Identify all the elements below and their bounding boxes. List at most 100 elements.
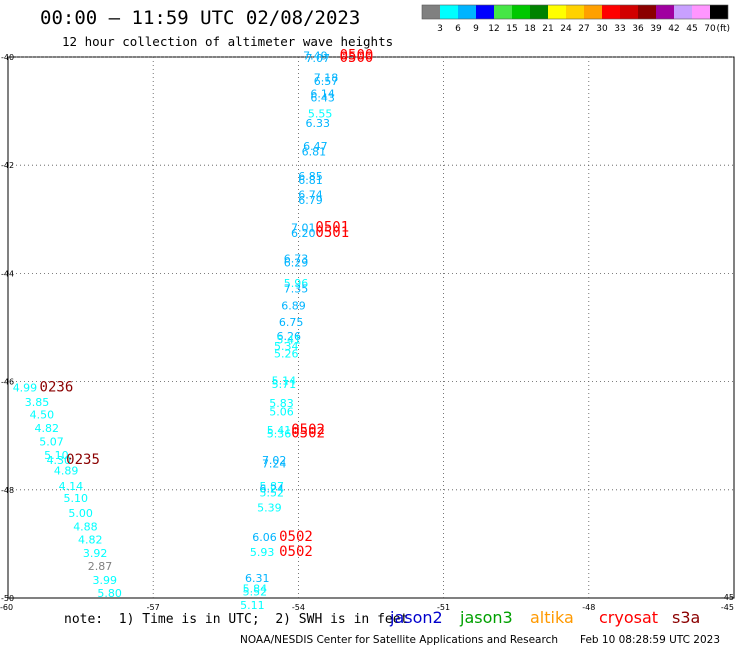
- wave-height-value: 5.52: [260, 486, 285, 499]
- colorbar-swatch: [440, 5, 458, 19]
- wave-height-value: 5.39: [257, 501, 282, 514]
- legend-jason2: jason2: [390, 608, 443, 627]
- colorbar-label: 30: [596, 24, 608, 34]
- pass-time-label: 0236: [40, 379, 74, 395]
- colorbar-unit: (ft): [716, 24, 730, 34]
- wave-height-value: 3.92: [83, 547, 108, 560]
- colorbar-swatch: [458, 5, 476, 19]
- legend-jason3: jason3: [460, 608, 513, 627]
- wave-height-value: 5.96: [284, 277, 309, 290]
- wave-height-value: 3.99: [93, 574, 118, 587]
- wave-height-value: 4.30: [47, 454, 72, 467]
- colorbar-swatch: [620, 5, 638, 19]
- wave-height-value: 5.36: [267, 427, 292, 440]
- wave-height-value: 4.89: [54, 465, 79, 478]
- colorbar-label: 24: [560, 24, 572, 34]
- colorbar-swatch: [512, 5, 530, 19]
- colorbar-label: 33: [614, 24, 625, 34]
- wave-height-value: 6.85: [298, 170, 323, 183]
- colorbar-label: 9: [473, 24, 479, 34]
- wave-height-value: 4.82: [78, 533, 103, 546]
- wave-height-value: 5.10: [64, 492, 89, 505]
- y-tick-label: -42: [1, 161, 14, 170]
- wave-height-value: 6.81: [298, 174, 323, 187]
- wave-height-value: 7.02: [262, 454, 287, 467]
- legend-s3a: s3a: [672, 608, 701, 627]
- x-tick-label: -48: [582, 603, 595, 612]
- wave-height-value: 6.29: [284, 256, 309, 269]
- colorbar-swatch: [476, 5, 494, 19]
- colorbar-label: 12: [488, 24, 499, 34]
- x-tick-label: -51: [437, 603, 450, 612]
- colorbar-swatch: [548, 5, 566, 19]
- colorbar-label: 21: [542, 24, 553, 34]
- y-tick-label: -44: [1, 269, 14, 278]
- wave-height-value: 5.26: [274, 347, 299, 360]
- wave-height-value: 4.88: [73, 520, 98, 533]
- note-text: note: 1) Time is in UTC; 2) SWH is in fe…: [64, 612, 409, 627]
- legend-cryosat: cryosat: [599, 608, 659, 627]
- wave-height-value: 5.55: [308, 108, 333, 121]
- wave-height-value: 4.82: [34, 422, 59, 435]
- wave-height-value: 6.43: [310, 91, 335, 104]
- wave-height-value: 5.83: [269, 397, 294, 410]
- wave-height-value: 3.85: [25, 396, 50, 409]
- wave-height-value: 5.41: [267, 424, 292, 437]
- wave-height-value: 6.06: [252, 531, 277, 544]
- colorbar-label: 27: [578, 24, 589, 34]
- wave-height-value: 5.00: [68, 507, 93, 520]
- wave-height-value: 6.26: [276, 330, 301, 343]
- wave-height-value: 5.41: [276, 334, 301, 347]
- colorbar-label: 45: [686, 24, 697, 34]
- legend-altika: altika: [530, 608, 574, 627]
- wave-height-value: 6.31: [245, 572, 270, 585]
- wave-height-value: 6.24: [260, 483, 285, 496]
- colorbar-label: 39: [650, 24, 662, 34]
- colorbar-label: 70: [704, 24, 716, 34]
- colorbar-swatch: [638, 5, 656, 19]
- colorbar-swatch: [656, 5, 674, 19]
- wave-height-value: 7.35: [284, 282, 309, 295]
- wave-height-value: 5.06: [269, 406, 294, 419]
- wave-height-value: 4.99: [13, 381, 38, 394]
- wave-height-value: 5.52: [243, 585, 268, 598]
- wave-height-value: 6.74: [298, 189, 323, 202]
- wave-height-value: 7.24: [262, 458, 287, 471]
- colorbar-swatch: [530, 5, 548, 19]
- wave-height-value: 7.01: [291, 222, 316, 235]
- page-subtitle: 12 hour collection of altimeter wave hei…: [62, 34, 394, 49]
- pass-time-label: 0500: [340, 50, 374, 66]
- wave-height-value: 5.93: [250, 546, 275, 559]
- wave-height-value: 5.14: [272, 374, 297, 387]
- wave-height-value: 5.07: [39, 435, 64, 448]
- footer-timestamp: Feb 10 08:28:59 UTC 2023: [580, 634, 720, 646]
- pass-time-label: 0502: [279, 529, 313, 545]
- y-tick-label: -46: [1, 378, 14, 387]
- pass-time-label: 0235: [66, 452, 100, 468]
- wave-height-value: 6.47: [303, 140, 328, 153]
- y-tick-label: -50: [1, 594, 14, 603]
- colorbar-label: 18: [524, 24, 536, 34]
- wave-height-value: 5.71: [272, 378, 297, 391]
- wave-height-value: 7.18: [314, 71, 339, 84]
- colorbar-swatch: [494, 5, 512, 19]
- colorbar-label: 15: [506, 24, 517, 34]
- wave-height-value: 6.57: [314, 75, 339, 88]
- wave-height-value: 6.81: [302, 145, 327, 158]
- y-tick-label: -40: [1, 53, 14, 62]
- map-frame: [7, 56, 735, 599]
- wave-height-value: 7.49: [303, 50, 328, 63]
- wave-height-value: 2.87: [88, 560, 113, 573]
- x-tick-label: -45: [721, 593, 734, 602]
- footer-credit: NOAA/NESDIS Center for Satellite Applica…: [240, 634, 558, 646]
- wave-height-value: 5.87: [260, 480, 285, 493]
- wave-height-value: 6.20: [291, 227, 316, 240]
- wave-height-value: 6.33: [306, 117, 331, 130]
- pass-time-label: 0500: [340, 48, 374, 64]
- wave-height-value: 5.84: [243, 583, 268, 596]
- color-scale-legend: 3 6 9 12 15 18 21 24 27 30 33 36 39 42 45 70 (ft): [421, 4, 730, 34]
- wave-height-value: 5.10: [44, 449, 69, 462]
- colorbar-swatch: [566, 5, 584, 19]
- x-tick-label: -54: [292, 603, 305, 612]
